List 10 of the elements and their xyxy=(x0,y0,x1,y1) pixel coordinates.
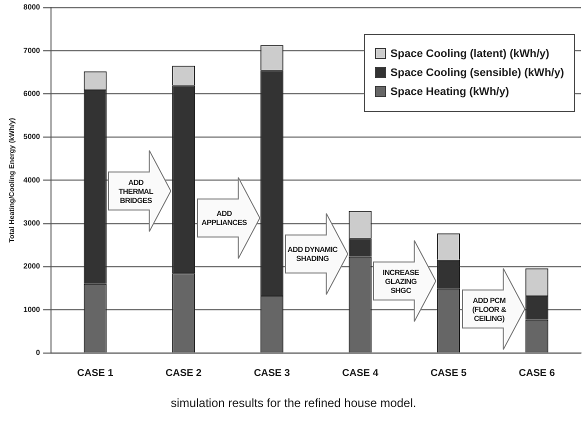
x-tick-label: CASE 6 xyxy=(518,368,556,379)
x-tick-label: CASE 4 xyxy=(342,368,379,379)
x-tick-label: CASE 1 xyxy=(77,368,114,379)
text: simulation results for the refined house model. xyxy=(170,396,418,410)
x-tick-label: CASE 5 xyxy=(430,368,468,379)
legend-label: Space Cooling (latent) (kWh/y) xyxy=(389,48,550,60)
x-tick-label: CASE 2 xyxy=(166,368,202,379)
legend-label: Space Heating (kWh/y) xyxy=(389,86,510,98)
legend-label: Space Cooling (sensible) (kWh/y) xyxy=(389,66,564,78)
x-tick-label: CASE 3 xyxy=(254,368,290,379)
